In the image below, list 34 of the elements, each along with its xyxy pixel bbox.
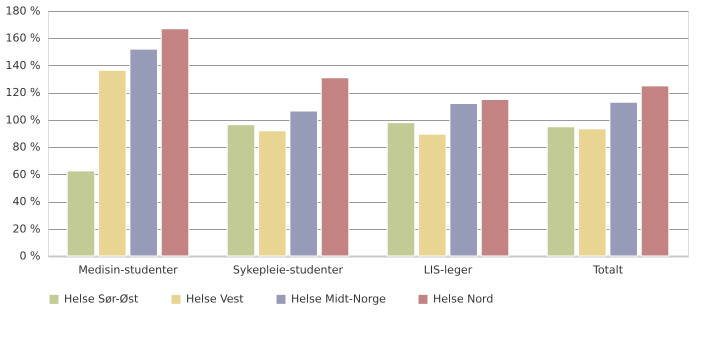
- bar: [418, 134, 447, 256]
- legend-label: Helse Midt-Norge: [291, 292, 386, 306]
- bar: [386, 122, 416, 256]
- bar: [640, 85, 670, 256]
- y-tick-label: 120 %: [6, 86, 40, 100]
- bar: [66, 170, 96, 256]
- bar: [129, 48, 158, 256]
- y-tick-label: 60 %: [12, 168, 40, 181]
- y-tick-label: 180 %: [6, 4, 40, 18]
- bar: [226, 124, 256, 256]
- y-tick-label: 40 %: [12, 195, 40, 208]
- legend-label: Helse Nord: [433, 292, 494, 306]
- bar: [160, 28, 190, 256]
- bar: [320, 77, 350, 256]
- y-tick-label: 100 %: [6, 113, 40, 126]
- y-tick-label: 140 %: [6, 58, 40, 72]
- bar: [98, 70, 127, 256]
- bar: [546, 126, 576, 256]
- bar: [480, 98, 510, 256]
- x-tick-label: Sykepleie-studenter: [232, 264, 344, 276]
- x-tick-label: LIS-leger: [424, 264, 473, 276]
- y-tick-label: 20 %: [12, 222, 40, 236]
- x-tick-label: Totalt: [592, 264, 624, 276]
- x-tick-label: Medisin-studenter: [78, 264, 178, 276]
- y-tick-label: 0 %: [20, 250, 40, 262]
- y-tick-label: 80 %: [12, 140, 40, 154]
- legend-label: Helse Sør-Øst: [64, 292, 139, 306]
- bar: [258, 130, 287, 256]
- bar: [609, 102, 638, 256]
- bar: [449, 103, 478, 256]
- y-tick-label: 160 %: [6, 32, 40, 45]
- bar: [578, 128, 607, 256]
- bar: [289, 110, 318, 256]
- legend-label: Helse Vest: [186, 292, 244, 306]
